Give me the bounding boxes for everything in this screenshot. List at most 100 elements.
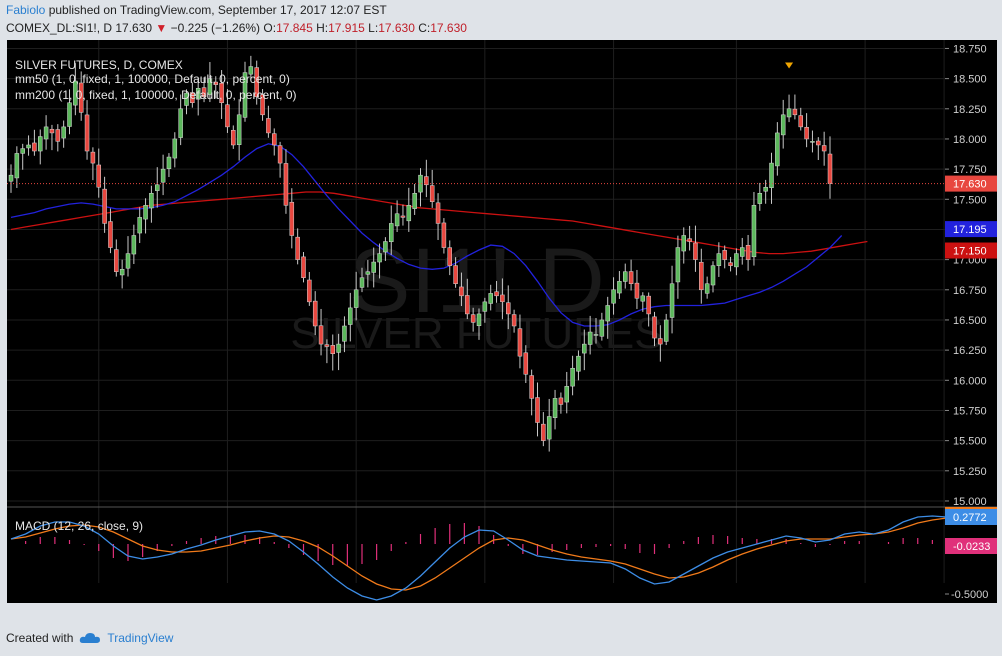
candle-body (523, 352, 529, 375)
signal-marker-icon (785, 62, 794, 69)
candle-body (348, 307, 353, 325)
candle-body (593, 334, 599, 336)
candle-body (61, 126, 66, 139)
price-tick-label: 16.500 (953, 315, 987, 327)
candle-body (365, 271, 371, 275)
candle-body (816, 140, 821, 146)
candle-body (149, 193, 154, 209)
candle-body (775, 132, 780, 167)
candle-body (38, 136, 43, 152)
price-tick-label: 17.500 (953, 194, 987, 206)
hist-tag-bg (945, 538, 997, 554)
candle-body (119, 269, 125, 276)
price-scale[interactable]: 18.75018.50018.25018.00017.75017.50017.2… (945, 40, 997, 603)
cloud-icon (80, 633, 101, 643)
candle-body (769, 162, 774, 188)
chart-area[interactable]: SI1! D SILVER FUTURES MarAprMaggioGiuLug… (7, 40, 963, 615)
candle-body (67, 102, 72, 127)
legend-title[interactable]: SILVER FUTURES, D, COMEX (15, 58, 183, 72)
price-chart-svg[interactable]: SI1! D SILVER FUTURES MarAprMaggioGiuLug… (7, 40, 963, 615)
candle-body (55, 129, 61, 142)
candle-body (330, 345, 335, 354)
candle-body (90, 151, 96, 164)
candle-body (541, 423, 546, 441)
candle-body (552, 398, 558, 418)
symbol-label: COMEX_DL:SI1!, D (6, 21, 113, 35)
candle-body (634, 282, 640, 299)
grid (7, 40, 945, 583)
candle-body (599, 319, 605, 337)
candle-body (710, 265, 716, 286)
candle-body (617, 281, 622, 294)
candle-body (804, 126, 809, 140)
candle-body (640, 295, 646, 302)
price-tick-label: 15.500 (953, 436, 987, 448)
candle-body (242, 72, 248, 118)
candle-body (716, 253, 722, 266)
candle-body (488, 293, 493, 304)
price-change: −0.225 (−1.26%) (170, 21, 261, 35)
candle-body (500, 294, 505, 303)
macd-tag: 0.2772 (953, 512, 987, 524)
candle-body (400, 215, 406, 218)
close-label: C: (418, 21, 431, 35)
created-with-text: Created with (6, 631, 74, 645)
candle-body (166, 156, 172, 169)
tradingview-brand: TradingView (107, 631, 174, 645)
candle-body (453, 265, 458, 285)
legend-macd[interactable]: MACD (12, 26, close, 9) (15, 519, 143, 533)
candle-body (406, 205, 412, 222)
candle-body (342, 325, 347, 342)
price-tick-label: 18.750 (953, 43, 987, 55)
candle-body (482, 301, 488, 312)
tradingview-link[interactable]: TradingView (79, 631, 173, 645)
candle-body (459, 286, 464, 297)
mm200-tag-bg (945, 242, 997, 259)
published-text: published on TradingView.com, September … (48, 3, 387, 17)
legend-mm50[interactable]: mm50 (1, 0, fixed, 1, 100000, Default, 0… (15, 72, 290, 86)
candle-body (810, 141, 815, 143)
candle-body (763, 186, 768, 192)
candle-body (236, 114, 242, 145)
price-tick-label: 16.750 (953, 285, 987, 297)
candle-body (669, 283, 675, 318)
publish-info: Fabiolo published on TradingView.com, Se… (6, 3, 387, 19)
price-scale-svg[interactable]: 18.75018.50018.25018.00017.75017.50017.2… (945, 40, 997, 603)
candle-body (476, 313, 482, 327)
price-tick-label: 15.750 (953, 405, 987, 417)
legend-mm200[interactable]: mm200 (1, 0, fixed, 1, 100000, Default, … (15, 88, 297, 102)
candle-body (231, 129, 236, 146)
price-tick-label: 16.250 (953, 345, 987, 357)
candle-body (412, 193, 417, 209)
candle-body (201, 87, 207, 97)
candle-body (277, 145, 283, 164)
candle-body (108, 221, 113, 248)
candle-body (798, 115, 803, 128)
candle-body (20, 148, 25, 154)
candle-body (155, 184, 160, 191)
candle-body (675, 247, 681, 283)
author-link[interactable]: Fabiolo (6, 3, 46, 17)
candle-body (780, 114, 786, 136)
candle-body (272, 133, 277, 146)
last-price-tag: 17.630 (953, 179, 987, 191)
candle-body (266, 118, 271, 134)
price-tick-label: 16.000 (953, 375, 987, 387)
candle-body (184, 92, 189, 106)
candle-body (26, 144, 31, 149)
candle-body (792, 108, 798, 116)
candle-body (307, 279, 312, 303)
candle-body (32, 142, 37, 152)
candle-body (745, 245, 751, 260)
price-tick-label: 18.000 (953, 134, 987, 146)
candle-body (441, 222, 447, 248)
mm50-tag: 17.195 (953, 224, 987, 236)
ohlc-header: COMEX_DL:SI1!, D 17.630 ▼ −0.225 (−1.26%… (6, 21, 467, 37)
last-price-tag-bg (945, 175, 997, 192)
candle-body (324, 344, 330, 347)
candle-body (740, 247, 745, 257)
candle-body (652, 316, 657, 339)
candle-body (283, 163, 289, 206)
candle-body (435, 202, 441, 224)
candle-body (49, 128, 55, 134)
